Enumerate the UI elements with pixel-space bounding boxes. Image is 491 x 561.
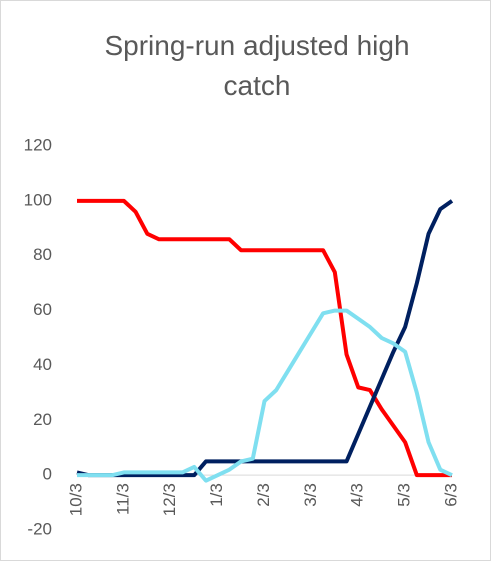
- x-tick-label: 12/3: [160, 483, 179, 516]
- y-tick-label: 40: [33, 355, 52, 374]
- x-tick-label: 5/3: [395, 483, 414, 507]
- y-tick-label: 100: [24, 190, 52, 209]
- y-tick-label: 20: [33, 410, 52, 429]
- x-tick-label: 2/3: [254, 483, 273, 507]
- y-tick-label: 0: [43, 465, 52, 484]
- line-series: [77, 198, 452, 478]
- x-tick-label: 3/3: [301, 483, 320, 507]
- x-tick-label: 1/3: [207, 483, 226, 507]
- x-tick-label: 10/3: [66, 483, 85, 516]
- y-tick-label: 80: [33, 245, 52, 264]
- line-series: [77, 308, 453, 483]
- y-tick-label: 120: [24, 135, 52, 154]
- x-tick-label: 6/3: [441, 483, 460, 507]
- line-series: [76, 199, 454, 478]
- x-tick-label: 11/3: [113, 483, 132, 515]
- y-tick-label: 60: [33, 300, 52, 319]
- x-tick-label: 4/3: [348, 483, 367, 507]
- chart-title: Spring-run adjusted high catch: [104, 30, 410, 101]
- y-tick-label: -20: [27, 519, 52, 538]
